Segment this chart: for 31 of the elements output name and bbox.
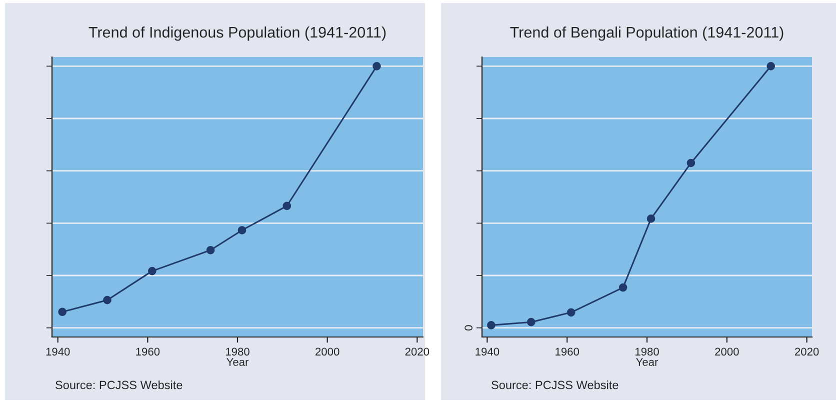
chart-title: Trend of Bengali Population (1941-2011): [510, 26, 784, 41]
x-tick-label: 1960: [556, 348, 580, 356]
x-tick-label: 2020: [795, 348, 819, 356]
text: 0: [464, 325, 472, 330]
x-tick-label: 1940: [476, 348, 500, 356]
point: [148, 266, 156, 276]
point: [566, 308, 576, 317]
x-axis-title: Year: [226, 358, 249, 366]
point: [766, 62, 776, 70]
point: [282, 202, 292, 210]
x-tick-label: 2000: [715, 348, 739, 356]
point: [686, 158, 696, 168]
point: [646, 214, 656, 223]
x-tick-label: 2000: [316, 348, 340, 356]
x-axis-title: Year: [636, 358, 658, 366]
x-tick-label: 1960: [136, 348, 160, 356]
x-tick-label: 1980: [635, 348, 659, 356]
source-note: Source: PCJSS Website: [492, 380, 618, 390]
x-tick-label: 1980: [226, 348, 250, 356]
point: [487, 321, 496, 330]
source-note: Source: PCJSS Website: [56, 380, 182, 390]
point: [206, 246, 215, 254]
point: [372, 62, 381, 70]
point: [58, 308, 66, 316]
point: [526, 318, 536, 326]
point: [103, 296, 112, 304]
chart-title: Trend of Indigenous Population (1941-2011): [88, 26, 386, 41]
x-tick-label: 1940: [46, 348, 70, 356]
point: [618, 283, 628, 292]
point: [238, 226, 246, 234]
x-tick-label: 2020: [405, 348, 430, 356]
